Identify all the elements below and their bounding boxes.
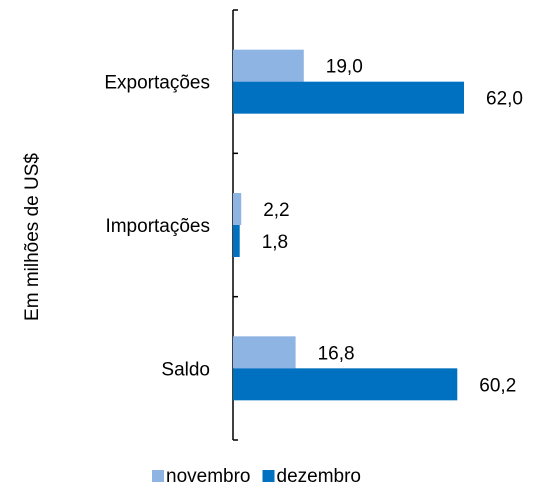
legend-swatch-dezembro [262,470,275,482]
data-label: 62,0 [486,89,523,110]
y-axis-title: Em milhões de US$ [22,153,43,321]
bar-novembro [233,193,242,225]
category-label: Importações [105,216,210,237]
bar-dezembro [233,81,464,114]
data-label: 1,8 [262,232,288,253]
bar-dezembro [233,225,240,257]
category-label: Saldo [161,359,210,380]
data-label: 16,8 [318,343,355,364]
bar-novembro [233,49,304,82]
data-label: 2,2 [263,200,289,221]
category-label: Exportações [104,73,210,94]
legend-label: dezembro [277,466,362,487]
data-label: 19,0 [326,57,363,78]
legend-swatch-novembro [152,470,164,482]
bar-dezembro [233,368,458,401]
legend-label: novembro [166,466,251,487]
bar-novembro [233,336,296,369]
data-label: 60,2 [479,375,516,396]
